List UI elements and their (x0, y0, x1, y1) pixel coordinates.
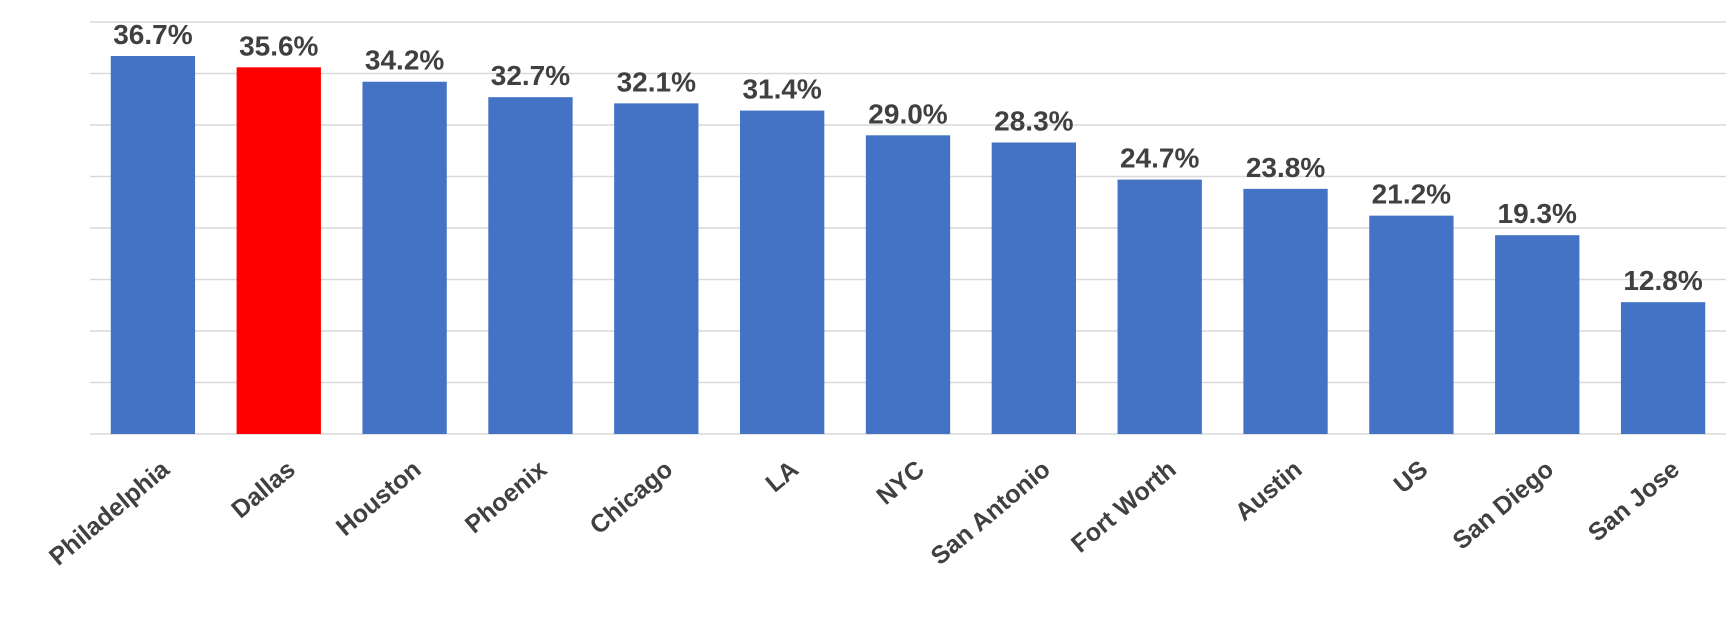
x-tick-label: Houston (331, 455, 427, 542)
bar (1495, 235, 1580, 434)
x-tick-label: NYC (871, 455, 929, 510)
x-tick-label: Dallas (226, 455, 300, 524)
x-tick-label: Chicago (585, 455, 679, 540)
bar (1243, 188, 1328, 434)
bar (110, 55, 196, 435)
value-label: 24.7% (1120, 143, 1199, 174)
bar (362, 81, 447, 435)
bar (614, 103, 699, 435)
x-tick-label: US (1389, 455, 1434, 499)
x-tick-label: Fort Worth (1066, 455, 1182, 558)
bar (1620, 302, 1706, 434)
bar (739, 110, 825, 434)
value-label: 29.0% (868, 98, 947, 129)
value-label: 31.4% (742, 74, 821, 105)
bar (236, 67, 321, 434)
x-tick-label: San Diego (1447, 455, 1559, 555)
x-tick-label: San Jose (1583, 455, 1685, 547)
value-label: 32.7% (491, 60, 570, 91)
x-tick-label: Phoenix (460, 455, 553, 539)
value-label: 36.7% (113, 19, 192, 50)
value-label: 32.1% (617, 66, 696, 97)
value-label: 28.3% (994, 106, 1073, 137)
bar (991, 142, 1077, 434)
bar (488, 97, 573, 434)
bar (865, 135, 951, 435)
value-label: 19.3% (1498, 198, 1577, 229)
x-tick-label: Austin (1230, 455, 1308, 526)
value-label: 23.8% (1246, 152, 1325, 183)
x-tick-label: San Antonio (926, 455, 1056, 570)
x-tick-label: LA (760, 455, 804, 498)
bar (1117, 179, 1202, 434)
value-label: 12.8% (1623, 265, 1702, 296)
value-label: 35.6% (239, 30, 318, 61)
x-tick-label: Philadelphia (44, 454, 176, 571)
bar (1369, 215, 1454, 434)
value-label: 34.2% (365, 45, 444, 76)
value-label: 21.2% (1372, 179, 1451, 210)
